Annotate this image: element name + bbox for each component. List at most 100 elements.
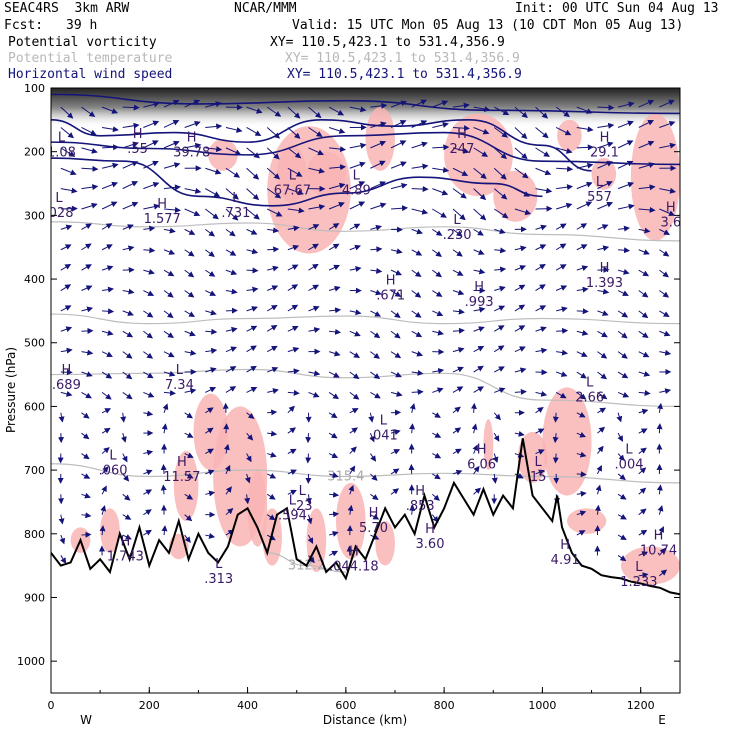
wind-vector-arrow (143, 371, 154, 379)
wind-vector-arrow (266, 493, 276, 500)
wind-vector-arrow (432, 452, 442, 459)
extremum-value-label: 557 (587, 190, 612, 205)
wind-vector-arrow (205, 328, 218, 335)
wind-vector-arrow (638, 428, 648, 434)
wind-vector-arrow (576, 223, 588, 230)
wind-vector-arrow (576, 490, 587, 497)
wind-vector-arrow (266, 304, 278, 312)
wind-vector-arrow (101, 244, 113, 251)
wind-vector-arrow (370, 351, 380, 359)
extremum-kind-label: L (215, 557, 223, 572)
extremum-value-label: 67.67 (274, 184, 311, 199)
wind-vector-arrow (328, 432, 338, 439)
wind-vector-arrow (638, 310, 649, 319)
wind-vector-arrow (473, 326, 485, 332)
wind-vector-arrow (552, 433, 559, 444)
wind-vector-arrow (452, 406, 461, 414)
wind-vector-arrow (60, 127, 74, 139)
wind-vector-arrow (597, 426, 606, 434)
wind-vector-arrow (328, 106, 344, 116)
extremum-value-label: 1.743 (107, 550, 144, 565)
wind-vector-arrow (535, 106, 549, 119)
wind-vector-arrow (494, 305, 506, 312)
y-tick-label: 600 (24, 400, 45, 413)
wind-vector-arrow (452, 386, 464, 393)
wind-vector-arrow (535, 305, 547, 312)
wind-speed-contour (51, 131, 680, 166)
wind-vector-arrow (225, 386, 237, 393)
wind-vector-arrow (81, 243, 92, 251)
wind-vector-arrow (535, 284, 546, 291)
extremum-kind-label: H (61, 363, 71, 378)
legend-wind-xy: XY= 110.5,423.1 to 531.4,356.9 (287, 67, 522, 82)
wind-vector-arrow (390, 371, 402, 378)
wind-vector-arrow (266, 147, 280, 160)
wind-vector-arrow (390, 449, 401, 455)
y-tick-label: 500 (24, 337, 45, 350)
wind-vector-arrow (143, 181, 160, 190)
wind-vector-arrow (287, 448, 297, 455)
wind-vector-arrow (514, 452, 525, 458)
wind-vector-arrow (349, 244, 361, 251)
wind-vector-arrow (143, 203, 161, 210)
wind-vector-arrow (122, 141, 139, 149)
pv-shade-region (375, 521, 395, 566)
wind-vector-arrow (246, 412, 255, 419)
extremum-kind-label: H (600, 261, 610, 276)
wind-vector-arrow (246, 267, 259, 274)
wind-vector-arrow (493, 208, 509, 219)
wind-vector-arrow (556, 306, 568, 313)
wind-vector-arrow (659, 290, 670, 298)
wind-vector-arrow (432, 412, 441, 418)
extremum-kind-label: L (586, 376, 594, 391)
wind-vector-arrow (493, 325, 505, 332)
wind-vector-arrow (473, 268, 486, 275)
wind-vector-arrow (370, 493, 379, 501)
wind-vector-arrow (514, 388, 527, 395)
wind-vector-arrow (101, 201, 118, 210)
wind-vector-arrow (102, 286, 114, 293)
wind-vector-arrow (184, 452, 194, 458)
wind-vector-arrow (102, 308, 115, 315)
wind-vector-arrow (81, 127, 97, 136)
wind-vector-arrow (617, 101, 635, 108)
wind-vector-arrow (205, 407, 214, 414)
wind-vector-arrow (576, 162, 594, 169)
wind-vector-arrow (514, 325, 526, 332)
wind-vector-arrow (432, 269, 442, 278)
extremum-value-label: .230 (443, 228, 472, 243)
wind-vector-arrow (411, 120, 428, 128)
wind-vector-arrow (349, 408, 359, 414)
wind-vector-arrow (493, 127, 508, 138)
wind-vector-arrow (58, 514, 65, 525)
wind-vector-arrow (60, 326, 73, 333)
wind-vector-arrow (308, 147, 324, 156)
wind-vector-arrow (535, 407, 544, 414)
wind-vector-arrow (122, 245, 135, 252)
wind-vector-arrow (81, 147, 98, 154)
wind-vector-arrow (143, 351, 154, 359)
wind-vector-arrow (328, 285, 341, 292)
wind-vector-arrow (205, 249, 215, 257)
wind-vector-arrow (163, 269, 175, 277)
wind-vector-arrow (473, 228, 484, 236)
wind-vector-arrow (555, 371, 568, 377)
extremum-value-label: .313 (204, 572, 233, 587)
wind-vector-arrow (491, 473, 498, 484)
wind-vector-arrow (411, 330, 423, 338)
wind-vector-arrow (266, 514, 276, 521)
wind-vector-arrow (122, 514, 132, 520)
init-time: Init: 00 UTC Sun 04 Aug 13 (515, 1, 719, 16)
wind-vector-arrow (370, 310, 381, 317)
extremum-value-label: 1.577 (144, 212, 181, 227)
wind-vector-arrow (143, 101, 160, 108)
wind-vector-arrow (638, 140, 655, 149)
wind-vector-arrow (101, 223, 113, 230)
wind-vector-arrow (143, 247, 156, 254)
wind-vector-arrow (328, 350, 341, 357)
wind-vector-arrow (349, 181, 366, 190)
wind-vector-arrow (535, 264, 546, 271)
wind-vector-arrow (617, 140, 634, 149)
wind-vector-arrow (617, 351, 628, 359)
wind-vector-arrow (556, 202, 573, 210)
